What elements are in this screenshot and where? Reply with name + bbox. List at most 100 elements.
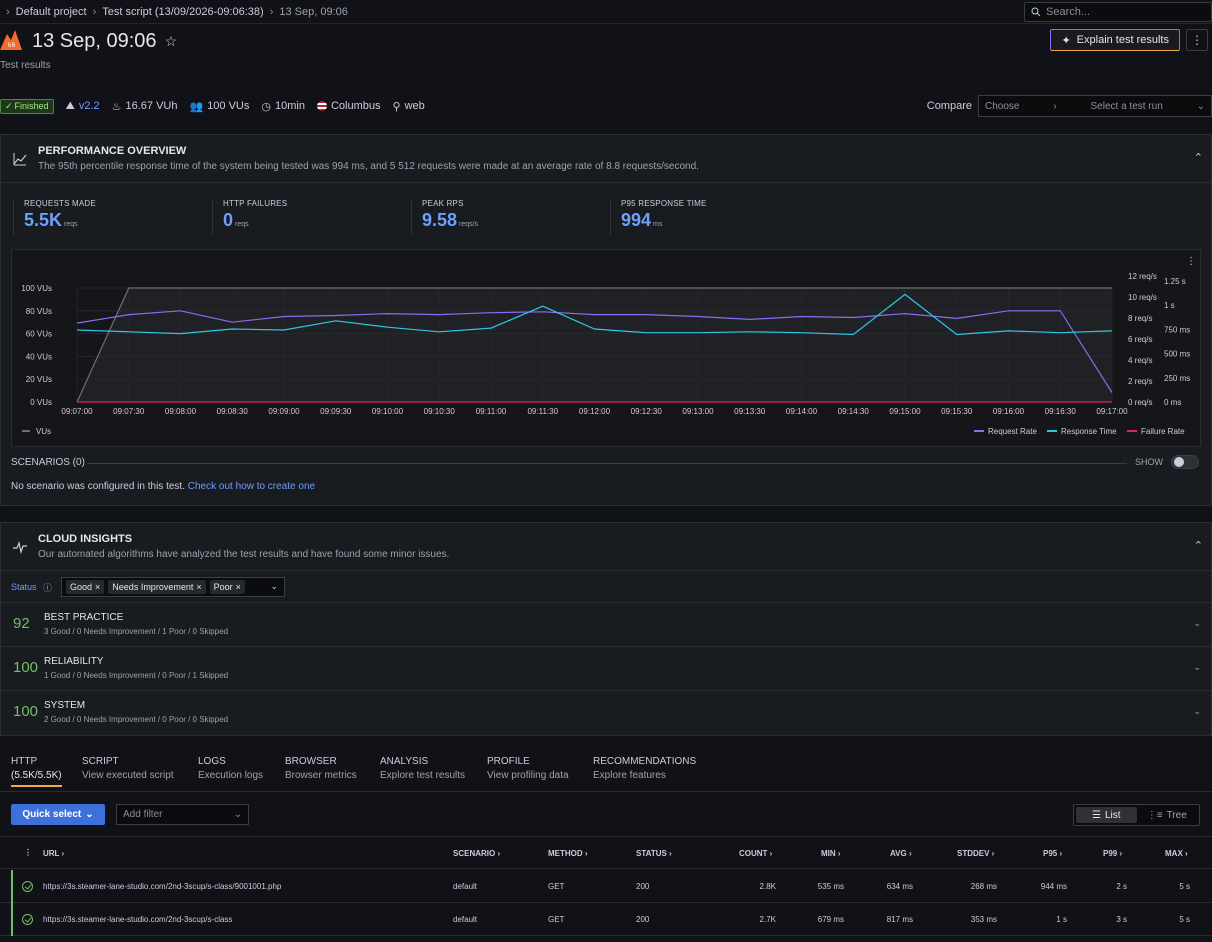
compare-select-run: Select a test run [1090,100,1163,112]
tab-browser[interactable]: BROWSER Browser metrics [285,756,357,781]
cloud-insights-header[interactable]: CLOUD INSIGHTS Our automated algorithms … [1,523,1211,571]
filter-chip-needs-improvement[interactable]: Needs Improvement × [108,580,206,594]
performance-overview-description: The 95th percentile response time of the… [38,161,699,172]
tab-analysis[interactable]: ANALYSIS Explore test results [380,756,465,781]
stat-label: PEAK RPS [422,199,464,208]
breadcrumb-script[interactable]: Test script (13/09/2026-09:06:38) [102,5,264,18]
col-url[interactable]: URL › [43,849,65,858]
col-max[interactable]: MAX › [1165,849,1188,858]
series-line-vus [76,287,1112,403]
stat-unit: ms [653,221,663,228]
scenarios-help-link[interactable]: Check out how to create one [187,481,316,492]
cell-url[interactable]: https://3s.steamer-lane-studio.com/2nd-3… [43,915,233,924]
quick-select-button[interactable]: Quick select ⌄ [11,804,105,825]
chevron-up-icon[interactable]: ⌃ [1193,540,1203,552]
cell-avg: 634 ms [886,882,913,891]
tree-icon: ⋮≡ [1146,809,1163,821]
compare-select[interactable]: Choose › Select a test run ⌄ [978,95,1212,117]
col-label: P99 [1103,849,1118,858]
user-icon: ⚲ [392,100,401,113]
col-p95[interactable]: P95 › [1043,849,1063,858]
add-filter-select[interactable]: Add filter ⌄ [116,804,249,825]
x-tick-label: 09:13:30 [734,407,766,416]
x-tick-label: 09:14:30 [838,407,870,416]
chevron-right-icon: › [1053,100,1057,112]
legend-label: Request Rate [988,427,1037,436]
table-row[interactable]: https://3s.steamer-lane-studio.com/2nd-3… [0,870,1212,903]
col-method[interactable]: METHOD › [548,849,588,858]
duration-item: ◷ 10min [261,100,305,113]
filter-chip-poor[interactable]: Poor × [209,580,245,594]
chevron-down-icon[interactable]: ⌄ [1193,618,1201,628]
tab-recommendations[interactable]: RECOMMENDATIONS Explore features [593,756,696,781]
list-view-button[interactable]: ☰ List [1076,807,1137,823]
series-line-response-time [76,293,1113,336]
list-icon: ☰ [1091,809,1101,821]
status-filter-select[interactable]: Good × Needs Improvement × Poor × ⌄ [61,577,285,597]
tree-view-button[interactable]: ⋮≡ Tree [1137,807,1198,823]
kebab-icon: ⋮ [1191,33,1203,47]
col-stddev[interactable]: STDDEV › [957,849,995,858]
y-right-ms-tick-label: 0 ms [1164,398,1181,407]
col-p99[interactable]: P99 › [1103,849,1123,858]
performance-overview-header[interactable]: PERFORMANCE OVERVIEW The 95th percentile… [1,135,1211,183]
tab-profile[interactable]: PROFILE View profiling data [487,756,569,781]
cell-status: 200 [636,915,650,924]
performance-chart[interactable]: 0 VUs 20 VUs 40 VUs 60 VUs 80 VUs 100 VUs 0 re… [11,249,1201,447]
close-icon[interactable]: × [196,582,202,592]
col-scenario[interactable]: SCENARIO › [453,849,501,858]
cell-url[interactable]: https://3s.steamer-lane-studio.com/2nd-3… [43,882,282,891]
vuh-item: ♨ 16.67 VUh [112,100,178,113]
close-icon[interactable]: × [95,582,101,592]
col-label: METHOD [548,849,583,858]
list-label: List [1104,809,1121,821]
col-avg[interactable]: AVG › [890,849,912,858]
search-placeholder: Search... [1046,6,1091,18]
y-left-tick-label: 60 VUs [26,330,52,339]
table-row[interactable]: https://3s.steamer-lane-studio.com/2nd-3… [0,903,1212,936]
chevron-down-icon[interactable]: ⌄ [1193,662,1201,672]
cloud-insights-panel: CLOUD INSIGHTS Our automated algorithms … [0,522,1212,736]
info-icon[interactable]: ⓘ [43,583,53,593]
star-icon[interactable]: ☆ [164,33,178,49]
series-line-request-rate [76,310,1113,393]
col-min[interactable]: MIN › [821,849,841,858]
tab-script[interactable]: SCRIPT View executed script [82,756,174,781]
tab-title: HTTP [11,756,38,767]
results-tabs: HTTP (5.5K/5.5K) SCRIPT View executed scri… [0,756,1212,792]
cloud-insights-description: Our automated algorithms have analyzed t… [38,549,450,560]
chevron-down-icon[interactable]: ⌄ [1193,706,1201,716]
tab-http[interactable]: HTTP (5.5K/5.5K) [11,756,62,787]
version-item[interactable]: ⛰ v2.2 [66,100,100,113]
column-options-icon[interactable]: ⋮ [24,848,32,857]
x-tick-label: 09:10:30 [424,407,456,416]
scenarios-show-label: SHOW [1135,457,1163,467]
more-options-button[interactable]: ⋮ [1186,29,1208,51]
insight-system[interactable]: 100 SYSTEM 2 Good / 0 Needs Improvement … [1,691,1211,735]
cell-count: 2.7K [759,915,776,924]
tab-subtitle: Explore features [593,770,666,781]
chevron-down-icon[interactable]: ⌄ [270,581,278,591]
stat-label: P95 RESPONSE TIME [621,199,707,208]
chart-icon: ⛰ [65,99,75,112]
tab-logs[interactable]: LOGS Execution logs [198,756,263,781]
kebab-icon: ⋮ [1186,256,1196,267]
y-left-tick-label: 20 VUs [26,375,52,384]
insight-best-practice[interactable]: 92 BEST PRACTICE 3 Good / 0 Needs Improv… [1,603,1211,647]
col-status[interactable]: STATUS › [636,849,672,858]
legend-label-vus: VUs [36,427,51,436]
chevron-up-icon[interactable]: ⌃ [1193,152,1203,164]
filter-chip-good[interactable]: Good × [66,580,105,594]
x-tick-label: 09:15:30 [941,407,973,416]
insight-reliability[interactable]: 100 RELIABILITY 1 Good / 0 Needs Improve… [1,647,1211,691]
chevron-right-icon: › [6,5,10,18]
scenarios-toggle[interactable] [1171,455,1199,469]
close-icon[interactable]: × [235,582,241,592]
stat-http-failures: HTTP FAILURES 0 reqs [212,199,287,235]
explain-results-button[interactable]: ✦ Explain test results [1050,29,1180,51]
search-input[interactable]: Search... [1024,2,1212,22]
breadcrumb-project[interactable]: Default project [15,5,87,18]
chevron-right-icon: › [269,5,274,18]
col-count[interactable]: COUNT › [739,849,773,858]
x-tick-label: 09:15:00 [889,407,921,416]
